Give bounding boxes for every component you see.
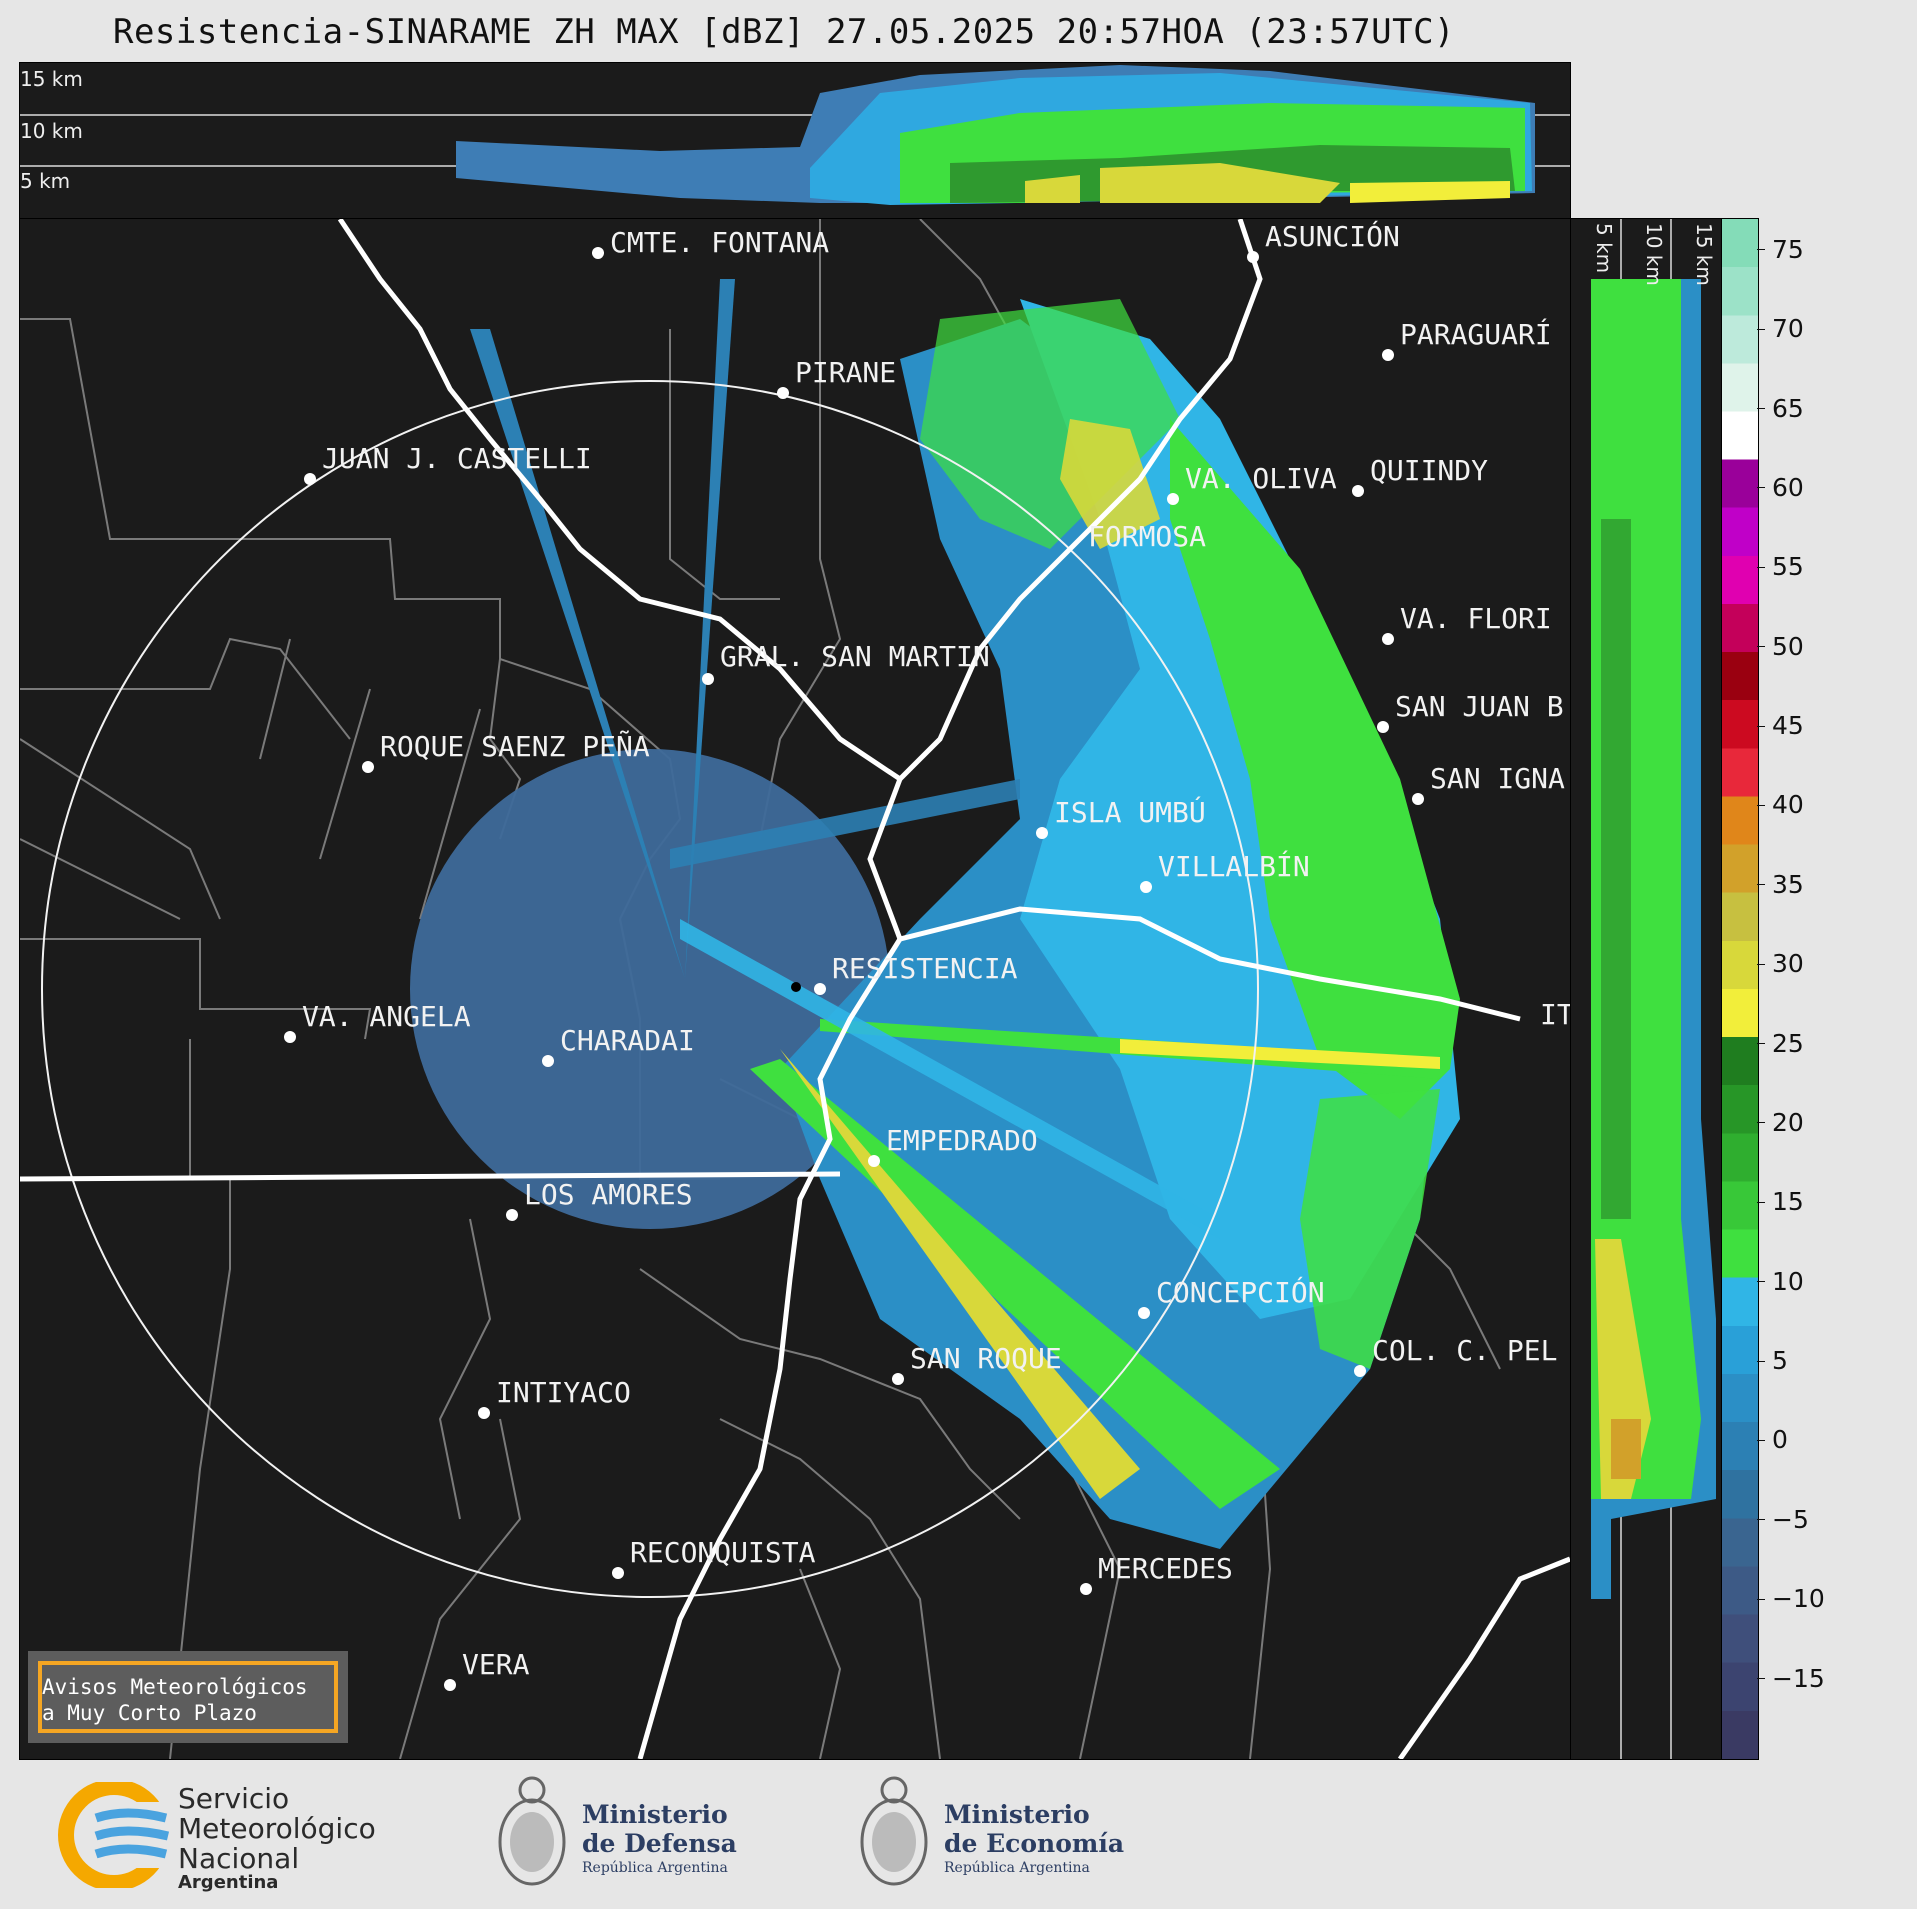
colorbar-tick-label: 25 [1772,1028,1804,1058]
top-height-label-10: 10 km [20,119,83,143]
economia-line-1: Ministerio [944,1800,1090,1829]
colorbar-tick-label: 35 [1772,869,1804,899]
vertical-profile-side-panel: 5 km 10 km 15 km [1570,218,1722,1760]
colorbar-tick: 35 [1757,869,1804,899]
colorbar-tick-label: 40 [1772,790,1804,820]
colorbar-tick-label: 50 [1772,631,1804,661]
colorbar-tick: −15 [1757,1663,1825,1693]
colorbar-tick: 10 [1757,1266,1804,1296]
colorbar-tick: 45 [1757,711,1804,741]
colorbar-tick: 75 [1757,234,1804,264]
smn-logo-icon [58,1782,176,1888]
notice-box[interactable]: Avisos Meteorológicos a Muy Corto Plazo [28,1651,348,1743]
colorbar-tick: 0 [1757,1425,1788,1455]
smn-line-2: Meteorológico [178,1812,376,1845]
side-height-label-5: 5 km [1592,223,1616,274]
smn-line-1: Servicio [178,1782,290,1815]
colorbar-tick-label: −5 [1772,1504,1809,1534]
colorbar-tick-label: 15 [1772,1187,1804,1217]
colorbar-tick-label: 45 [1772,711,1804,741]
smn-line-4: Argentina [178,1872,279,1893]
colorbar-tick-label: 55 [1772,552,1804,582]
page-title: Resistencia-SINARAME ZH MAX [dBZ] 27.05.… [112,12,1456,52]
colorbar-tick: 25 [1757,1028,1804,1058]
notice-line-2: a Muy Corto Plazo [42,1701,257,1725]
colorbar-tick-label: 30 [1772,949,1804,979]
side-height-label-15: 15 km [1692,223,1716,286]
colorbar-tick-label: 75 [1772,234,1804,264]
radar-map-svg [20,219,1570,1759]
colorbar-tick-label: 60 [1772,472,1804,502]
colorbar-tick: 15 [1757,1187,1804,1217]
economia-line-3: República Argentina [944,1860,1090,1876]
notice-line-1: Avisos Meteorológicos [42,1675,308,1699]
colorbar-tick: 60 [1757,472,1804,502]
colorbar-tick: 40 [1757,790,1804,820]
colorbar-tick: 20 [1757,1107,1804,1137]
top-height-label-15: 15 km [20,67,83,91]
colorbar-tick-label: 10 [1772,1266,1804,1296]
colorbar-tick-label: −15 [1772,1663,1825,1693]
side-height-label-10: 10 km [1642,223,1666,286]
colorbar [1721,218,1759,1760]
radar-echoes [410,279,1460,1549]
defensa-line-1: Ministerio [582,1800,728,1829]
vertical-profile-top-panel: 15 km 10 km 5 km [19,62,1571,219]
economia-line-2: de Economía [944,1829,1125,1858]
colorbar-tick: −10 [1757,1584,1825,1614]
defensa-line-2: de Defensa [582,1829,737,1858]
colorbar-tick-label: −10 [1772,1584,1825,1614]
colorbar-tick: 30 [1757,949,1804,979]
radar-map: CMTE. FONTANA ASUNCIÓN PARAGUARÍ PIRANE … [19,218,1571,1760]
economia-seal-icon [860,1776,928,1886]
colorbar-tick-label: 70 [1772,314,1804,344]
colorbar-tick: 70 [1757,314,1804,344]
colorbar-tick: 50 [1757,631,1804,661]
colorbar-tick: 65 [1757,393,1804,423]
colorbar-tick-label: 20 [1772,1107,1804,1137]
smn-line-3: Nacional [178,1842,300,1875]
colorbar-tick: 5 [1757,1346,1788,1376]
top-height-label-5: 5 km [20,169,71,193]
colorbar-tick-label: 0 [1772,1425,1788,1455]
side-profile-plot [1591,219,1716,1759]
top-profile-plot [20,65,1570,205]
colorbar-tick-label: 65 [1772,393,1804,423]
rivers-borders [20,219,1570,1759]
colorbar-tick: −5 [1757,1504,1809,1534]
colorbar-tick-label: 5 [1772,1346,1788,1376]
colorbar-tick: 55 [1757,552,1804,582]
defensa-line-3: República Argentina [582,1860,728,1876]
defensa-seal-icon [498,1776,566,1886]
